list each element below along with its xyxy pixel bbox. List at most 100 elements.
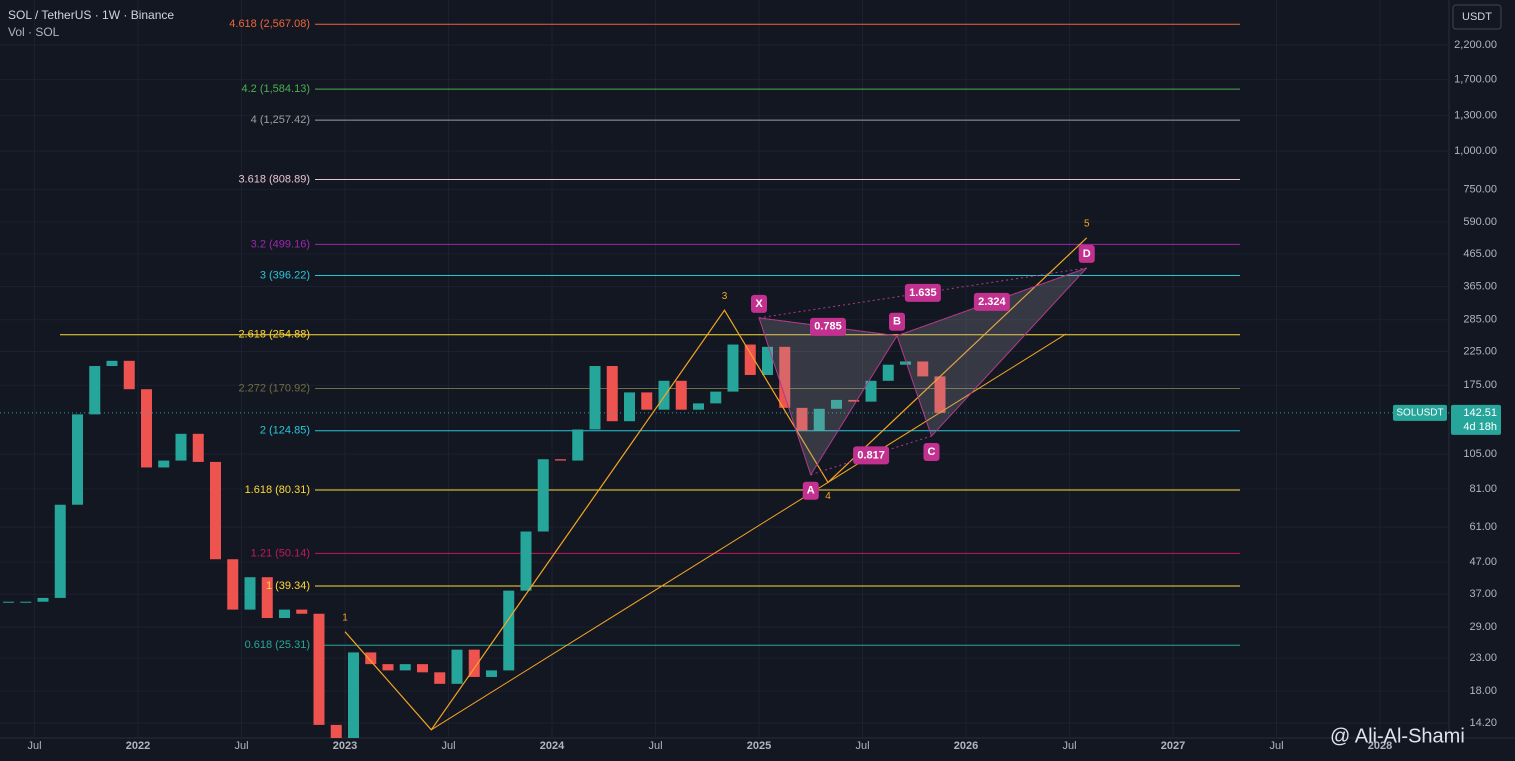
fib-label: 1.618 (80.31) (245, 484, 310, 496)
point-label: C (928, 446, 936, 458)
candle (37, 597, 49, 602)
y-tick-label: 105.00 (1463, 448, 1497, 460)
wave-label: 5 (1084, 219, 1090, 230)
y-tick-label: 14.20 (1469, 717, 1497, 729)
candle (503, 590, 515, 671)
y-tick-label: 18.00 (1469, 685, 1497, 697)
y-tick-label: 590.00 (1463, 216, 1497, 228)
point-box (1078, 244, 1095, 263)
candle (158, 460, 170, 468)
fib-label: 2.272 (170.92) (238, 382, 310, 394)
fib-label: 3.2 (499.16) (251, 238, 310, 250)
currency-label[interactable]: USDT (1462, 11, 1492, 23)
symbol-label: SOLUSDT (1396, 408, 1443, 419)
ratio-box (853, 446, 890, 465)
candle (624, 392, 635, 422)
candle (382, 664, 394, 671)
candle (555, 459, 566, 461)
candle (399, 664, 411, 671)
candle (779, 346, 791, 408)
wave-label: 3 (722, 291, 728, 302)
wave-label: 1 (342, 612, 348, 623)
y-tick-label: 29.00 (1469, 621, 1497, 633)
price-label: 142.51 (1463, 407, 1497, 419)
candle (175, 433, 187, 461)
candle (313, 613, 325, 725)
x-tick-label: 2026 (954, 740, 978, 752)
candle (831, 399, 842, 409)
candle (3, 601, 14, 603)
y-tick-label: 365.00 (1463, 280, 1497, 292)
candle (641, 392, 653, 410)
candle (261, 577, 273, 619)
candle (813, 408, 825, 431)
candle (900, 361, 911, 365)
candle (934, 376, 946, 413)
x-tick-label: Jul (1269, 740, 1283, 752)
candle (762, 346, 773, 375)
fib-label: 2.618 (254.88) (238, 329, 310, 341)
wave-channel (430, 333, 1067, 731)
point-label: A (807, 485, 815, 497)
y-tick-label: 2,200.00 (1454, 39, 1497, 51)
candle (244, 577, 256, 610)
wave-line (344, 237, 1088, 731)
wave-label: 4 (825, 491, 831, 502)
x-tick-label: Jul (855, 740, 869, 752)
ratio-box (904, 283, 941, 302)
candle (141, 389, 152, 468)
fib-label: 3 (396.22) (260, 269, 310, 281)
price-tag (1451, 404, 1501, 435)
candle (658, 380, 670, 410)
ratio-label: 2.324 (978, 296, 1006, 308)
watermark: @ Ali-Al-Shami (1330, 725, 1465, 747)
x-tick-label: Jul (648, 740, 662, 752)
candle (417, 664, 428, 673)
x-tick-label: Jul (1062, 740, 1076, 752)
fib-label: 4 (1,257.42) (251, 114, 310, 126)
x-tick-label: 2023 (333, 740, 357, 752)
y-tick-label: 175.00 (1463, 379, 1497, 391)
x-tick-label: 2025 (747, 740, 771, 752)
candle (520, 531, 532, 591)
candle (675, 380, 687, 410)
ratio-label: 0.785 (814, 321, 842, 333)
x-tick-label: Jul (27, 740, 41, 752)
candle (589, 366, 601, 430)
x-tick-label: 2027 (1161, 740, 1185, 752)
candle (330, 724, 342, 738)
candle (917, 361, 929, 377)
candle (468, 649, 480, 677)
y-tick-label: 285.00 (1463, 314, 1497, 326)
candle (210, 461, 221, 560)
currency-button[interactable] (1452, 4, 1502, 30)
candle (365, 652, 377, 665)
point-box (802, 481, 819, 500)
y-tick-label: 465.00 (1463, 248, 1497, 260)
candle (537, 459, 549, 532)
fib-label: 0.618 (25.31) (245, 639, 310, 651)
candle (572, 429, 584, 461)
candle (348, 652, 359, 738)
x-tick-label: 2022 (126, 740, 150, 752)
grid (0, 0, 1449, 738)
point-box (751, 294, 767, 313)
ratio-line (810, 435, 932, 476)
fib-label: 2 (124.85) (260, 425, 310, 437)
y-tick-label: 47.00 (1469, 556, 1497, 568)
symbol-tag (1393, 404, 1447, 421)
candle (710, 391, 722, 404)
candle (606, 366, 618, 422)
candle (123, 360, 135, 390)
candle (72, 414, 83, 505)
candle (106, 360, 118, 367)
candle (486, 670, 497, 677)
x-tick-label: Jul (234, 740, 248, 752)
candle (693, 403, 704, 410)
y-tick-label: 1,000.00 (1454, 145, 1497, 157)
candle (882, 364, 894, 381)
y-tick-label: 37.00 (1469, 588, 1497, 600)
